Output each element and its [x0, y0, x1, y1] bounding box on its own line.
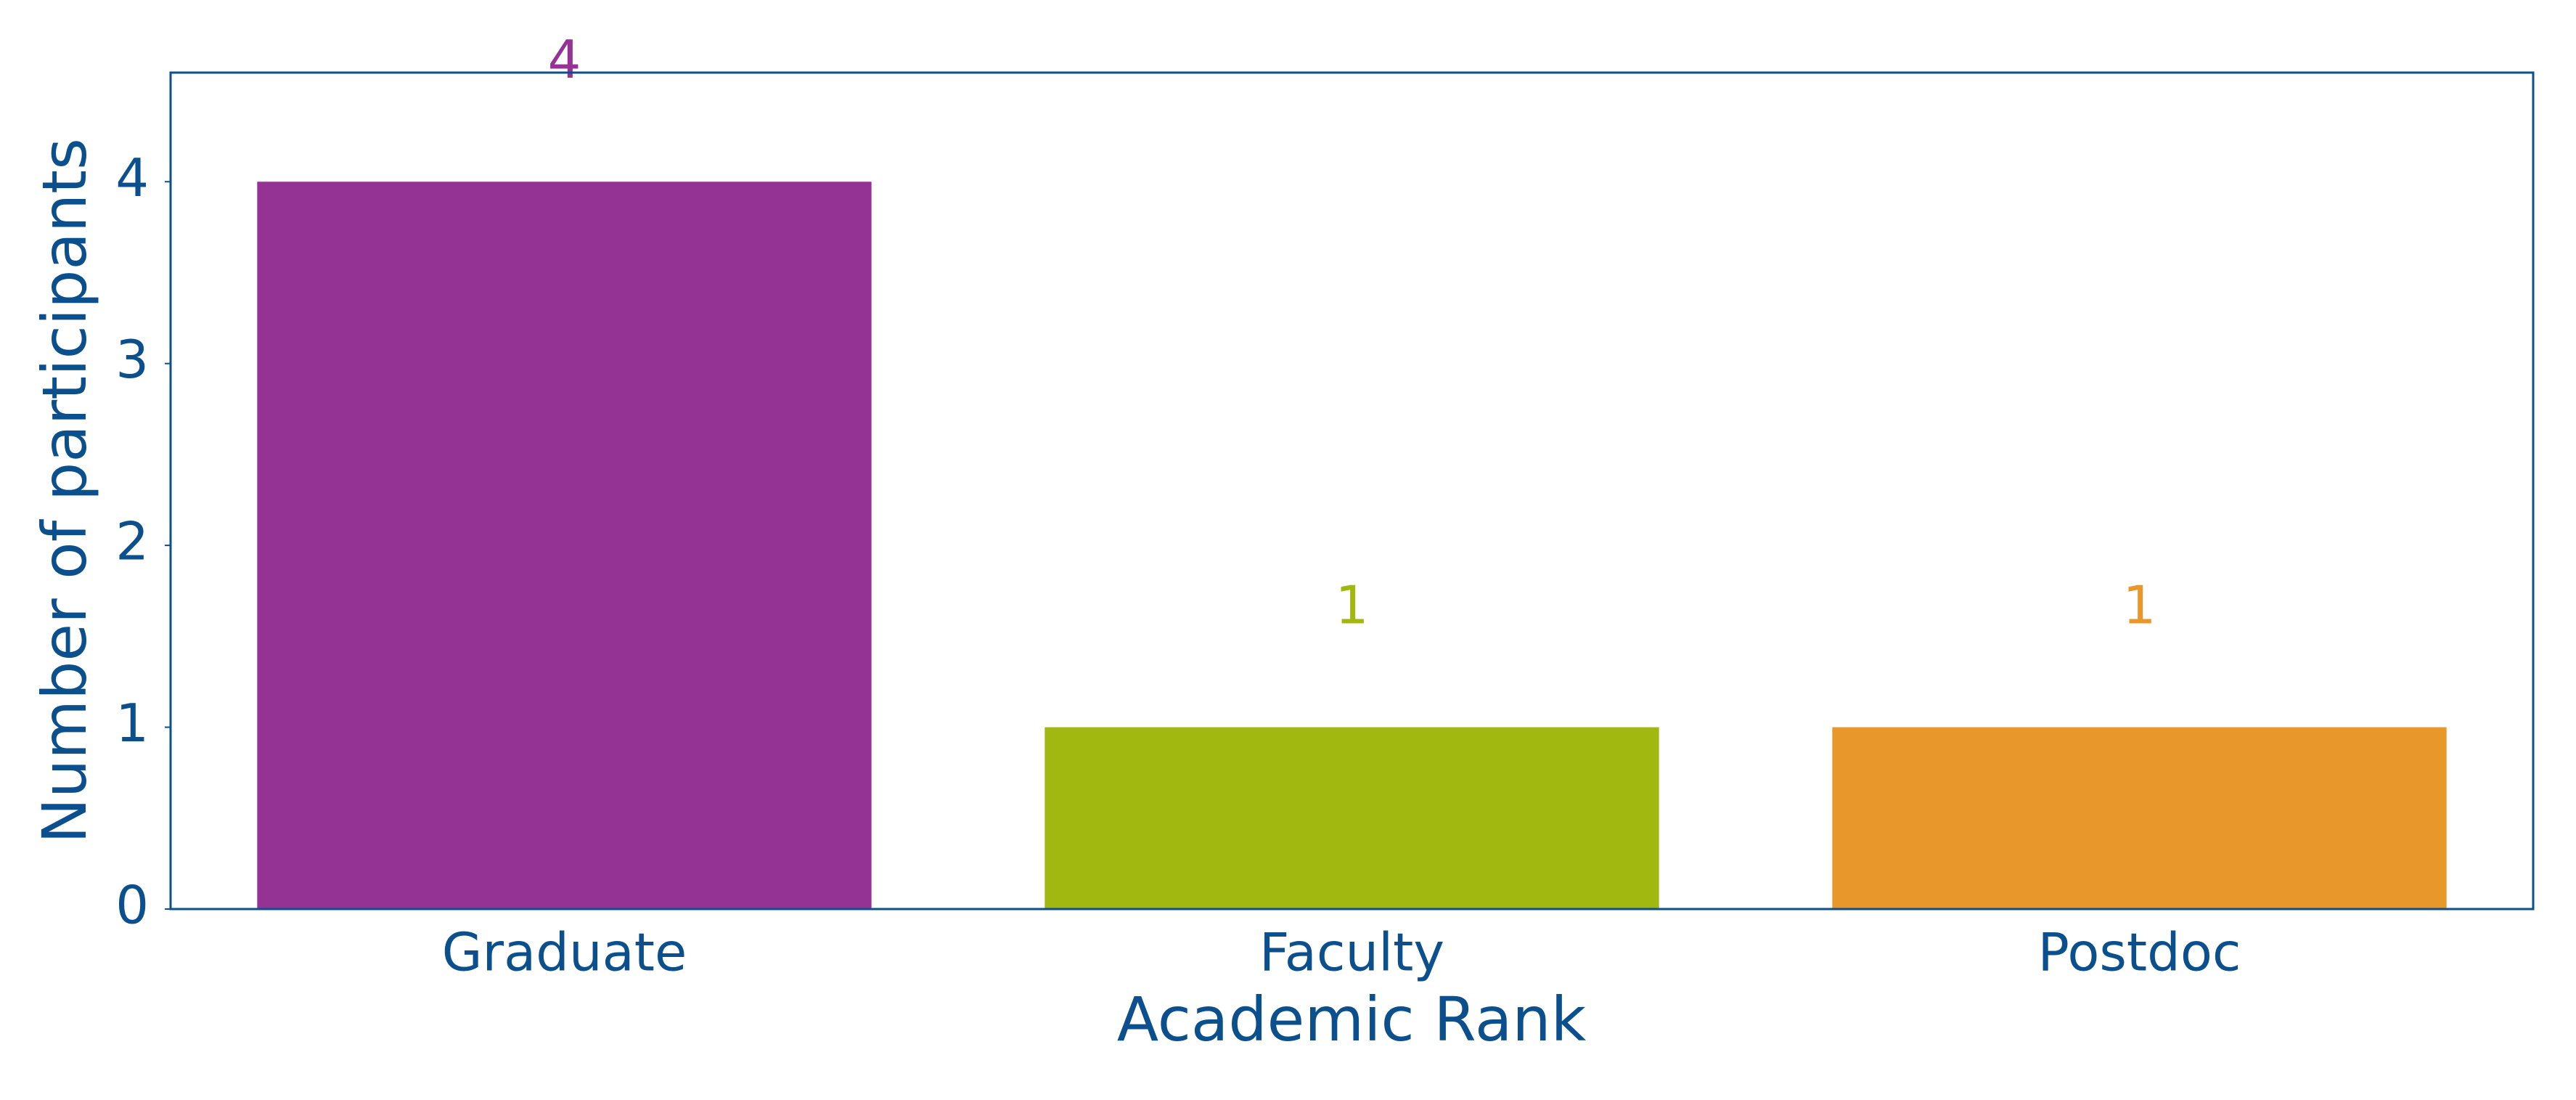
- x-tick-label: Graduate: [442, 922, 687, 983]
- x-tick-label: Faculty: [1259, 922, 1444, 983]
- bar: [257, 182, 872, 909]
- bar: [1832, 727, 2447, 909]
- y-tick-label: 2: [115, 511, 149, 572]
- bar: [1044, 727, 1659, 909]
- y-axis-label: Number of participants: [29, 138, 100, 844]
- value-label: 1: [2123, 574, 2156, 635]
- y-tick-label: 3: [115, 329, 149, 390]
- y-tick-label: 0: [115, 875, 149, 936]
- value-label: 1: [1336, 574, 1369, 635]
- plot-frame: [169, 71, 2535, 910]
- y-tick-label: 4: [115, 147, 149, 208]
- x-tick-label: Postdoc: [2038, 922, 2241, 983]
- y-tick-label: 1: [115, 693, 149, 754]
- value-label: 4: [548, 29, 581, 90]
- x-axis-label: Academic Rank: [1117, 984, 1587, 1055]
